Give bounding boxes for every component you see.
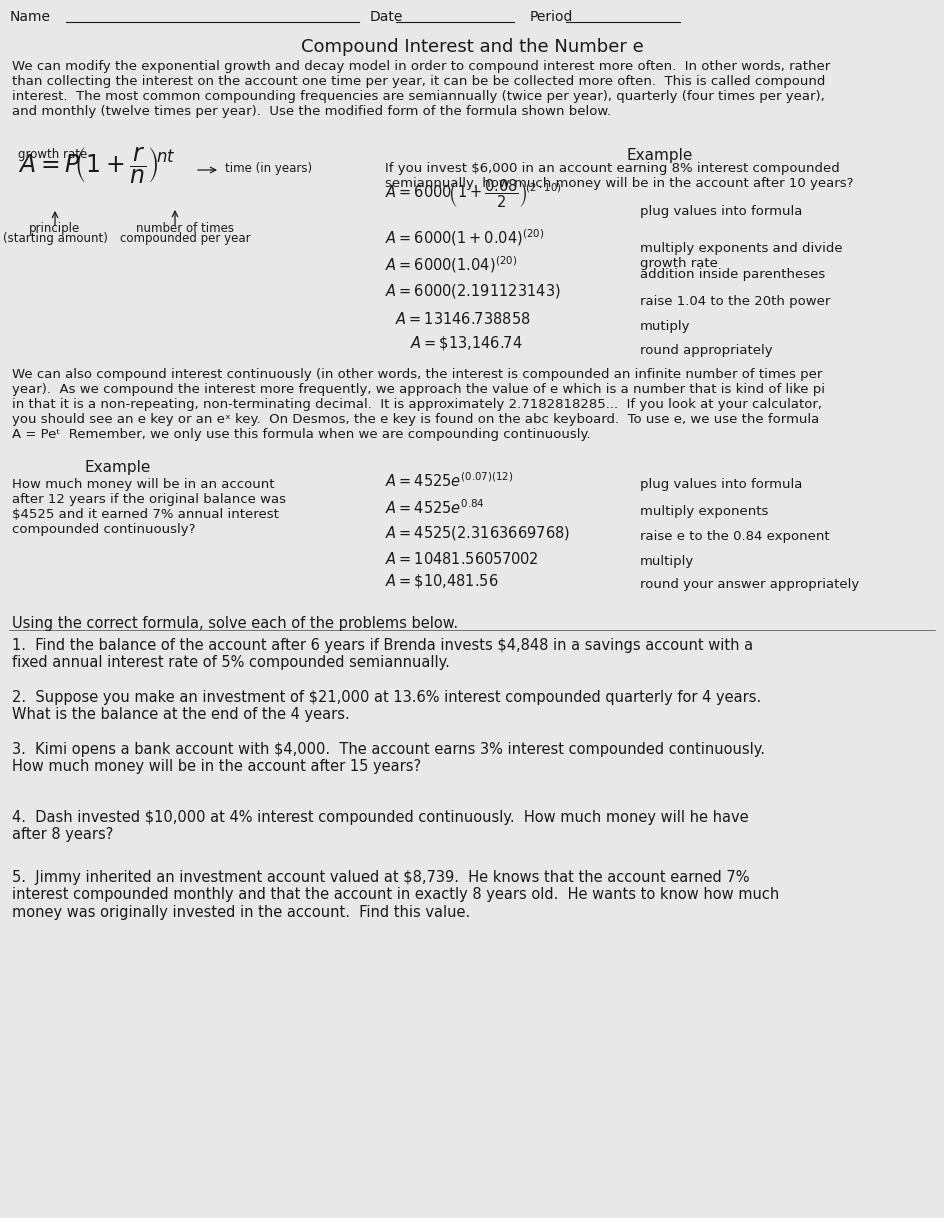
Text: addition inside parentheses: addition inside parentheses bbox=[640, 268, 825, 281]
Text: How much money will be in an account
after 12 years if the original balance was
: How much money will be in an account aft… bbox=[12, 477, 286, 536]
Text: raise e to the 0.84 exponent: raise e to the 0.84 exponent bbox=[640, 530, 830, 543]
Text: 5.  Jimmy inherited an investment account valued at $8,739.  He knows that the a: 5. Jimmy inherited an investment account… bbox=[12, 870, 779, 920]
Text: $A = 4525e^{(0.07)(12)}$: $A = 4525e^{(0.07)(12)}$ bbox=[385, 471, 514, 490]
Text: $A = 6000(1 + 0.04)^{(20)}$: $A = 6000(1 + 0.04)^{(20)}$ bbox=[385, 228, 545, 248]
Text: Period: Period bbox=[530, 10, 573, 24]
Text: compounded per year: compounded per year bbox=[120, 231, 250, 245]
Text: plug values into formula: plug values into formula bbox=[640, 477, 802, 491]
Text: $A = 4525e^{0.84}$: $A = 4525e^{0.84}$ bbox=[385, 498, 484, 516]
Text: Name: Name bbox=[10, 10, 51, 24]
Text: growth rate: growth rate bbox=[18, 149, 87, 161]
Text: mutiply: mutiply bbox=[640, 320, 690, 333]
Text: 3.  Kimi opens a bank account with $4,000.  The account earns 3% interest compou: 3. Kimi opens a bank account with $4,000… bbox=[12, 742, 765, 775]
Text: Example: Example bbox=[85, 460, 151, 475]
Text: plug values into formula: plug values into formula bbox=[640, 205, 802, 218]
Text: 4.  Dash invested $10,000 at 4% interest compounded continuously.  How much mone: 4. Dash invested $10,000 at 4% interest … bbox=[12, 810, 749, 843]
Text: 2.  Suppose you make an investment of $21,000 at 13.6% interest compounded quart: 2. Suppose you make an investment of $21… bbox=[12, 691, 761, 722]
Text: Example: Example bbox=[627, 149, 693, 163]
Text: time (in years): time (in years) bbox=[225, 162, 312, 175]
Text: multiply exponents: multiply exponents bbox=[640, 505, 768, 518]
Text: Compound Interest and the Number e: Compound Interest and the Number e bbox=[300, 38, 644, 56]
Text: principle: principle bbox=[29, 222, 80, 235]
Text: $A = 6000(2.191123143)$: $A = 6000(2.191123143)$ bbox=[385, 283, 561, 300]
Text: 1.  Find the balance of the account after 6 years if Brenda invests $4,848 in a : 1. Find the balance of the account after… bbox=[12, 638, 753, 670]
Text: $A = 6000\!\left(1+\dfrac{0.08}{2}\right)^{\!(2\cdot 10)}$: $A = 6000\!\left(1+\dfrac{0.08}{2}\right… bbox=[385, 178, 562, 209]
Text: If you invest $6,000 in an account earning 8% interest compounded
semiannually, : If you invest $6,000 in an account earni… bbox=[385, 162, 853, 190]
Text: number of times: number of times bbox=[136, 222, 234, 235]
Text: Using the correct formula, solve each of the problems below.: Using the correct formula, solve each of… bbox=[12, 616, 458, 631]
Text: We can modify the exponential growth and decay model in order to compound intere: We can modify the exponential growth and… bbox=[12, 60, 831, 118]
Text: $A = P\!\left(1+\dfrac{r}{n}\right)^{\!nt}$: $A = P\!\left(1+\dfrac{r}{n}\right)^{\!n… bbox=[18, 145, 176, 185]
Text: multiply exponents and divide
growth rate: multiply exponents and divide growth rat… bbox=[640, 242, 843, 270]
Text: $A = 6000(1.04)^{(20)}$: $A = 6000(1.04)^{(20)}$ bbox=[385, 255, 517, 275]
Text: We can also compound interest continuously (in other words, the interest is comp: We can also compound interest continuous… bbox=[12, 368, 825, 441]
Text: (starting amount): (starting amount) bbox=[3, 231, 108, 245]
Text: $A = 10481.56057002$: $A = 10481.56057002$ bbox=[385, 551, 539, 568]
Text: round your answer appropriately: round your answer appropriately bbox=[640, 579, 859, 591]
Text: round appropriately: round appropriately bbox=[640, 343, 772, 357]
Text: raise 1.04 to the 20th power: raise 1.04 to the 20th power bbox=[640, 295, 831, 308]
Text: multiply: multiply bbox=[640, 555, 694, 568]
Text: $A = 4525(2.3163669768)$: $A = 4525(2.3163669768)$ bbox=[385, 524, 570, 542]
Text: $A = \$10{,}481.56$: $A = \$10{,}481.56$ bbox=[385, 572, 498, 590]
Text: $A = \$13{,}146.74$: $A = \$13{,}146.74$ bbox=[410, 334, 522, 352]
Text: Date: Date bbox=[370, 10, 403, 24]
Text: $A = 13146.738858$: $A = 13146.738858$ bbox=[395, 311, 531, 326]
